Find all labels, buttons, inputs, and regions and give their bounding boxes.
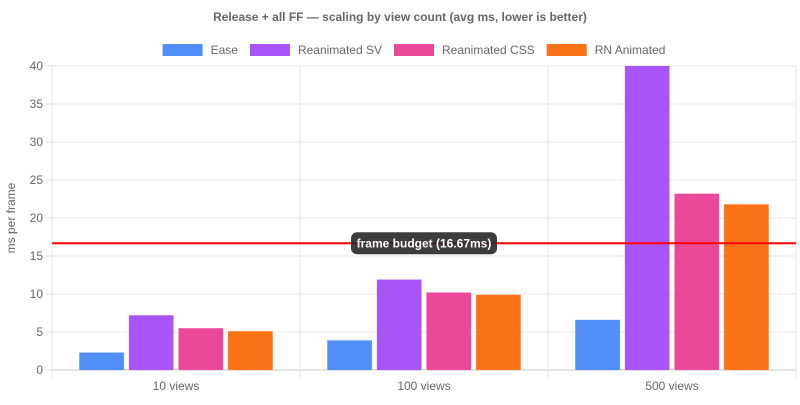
y-tick-label: 20 <box>30 211 44 225</box>
bar <box>476 294 521 370</box>
y-tick-label: 10 <box>30 287 44 301</box>
legend-label: Reanimated SV <box>298 43 382 57</box>
legend-swatch <box>249 44 290 56</box>
y-tick-label: 25 <box>30 173 44 187</box>
bar <box>624 66 670 370</box>
legend-swatch <box>546 44 587 56</box>
bar <box>327 340 372 370</box>
bar <box>128 315 174 370</box>
y-tick-label: 0 <box>36 363 43 377</box>
legend-label: Reanimated CSS <box>442 43 535 57</box>
bar <box>376 279 422 370</box>
frame-budget-label-bg <box>351 232 497 255</box>
y-tick-label: 5 <box>36 325 43 339</box>
y-tick-label: 40 <box>30 59 44 73</box>
bar <box>228 331 273 370</box>
y-tick-label: 30 <box>30 135 44 149</box>
legend-item[interactable]: Ease <box>162 43 239 57</box>
legend-label: Ease <box>211 43 239 57</box>
bar <box>426 292 472 370</box>
legend-item[interactable]: Reanimated CSS <box>393 43 535 57</box>
frame-budget-label: frame budget (16.67ms) <box>357 236 492 250</box>
legend-label: RN Animated <box>595 43 666 57</box>
bar <box>79 352 124 370</box>
grid <box>51 65 797 378</box>
bar <box>724 204 769 370</box>
bars <box>79 66 769 370</box>
y-axis: 0 5 10 15 20 25 30 35 40 <box>30 59 53 377</box>
y-axis-label: ms per frame <box>4 182 18 253</box>
legend-swatch <box>393 44 434 56</box>
annotation: frame budget (16.67ms) <box>52 232 796 255</box>
x-tick-label: 100 views <box>397 379 450 393</box>
legend-swatch <box>162 44 203 56</box>
legend-item[interactable]: Reanimated SV <box>249 43 382 57</box>
x-tick-label: 10 views <box>153 379 200 393</box>
x-tick-label: 500 views <box>645 379 698 393</box>
bar <box>178 328 224 370</box>
bar <box>674 193 720 370</box>
y-tick-label: 35 <box>30 97 44 111</box>
legend-item[interactable]: RN Animated <box>546 43 666 57</box>
x-axis: 10 views 100 views 500 views <box>153 379 699 393</box>
y-tick-label: 15 <box>30 249 44 263</box>
bar <box>575 319 620 370</box>
legend[interactable]: Ease Reanimated SV Reanimated CSS RN Animat… <box>162 43 666 57</box>
chart-title: Release + all FF — scaling by view count… <box>213 10 587 24</box>
